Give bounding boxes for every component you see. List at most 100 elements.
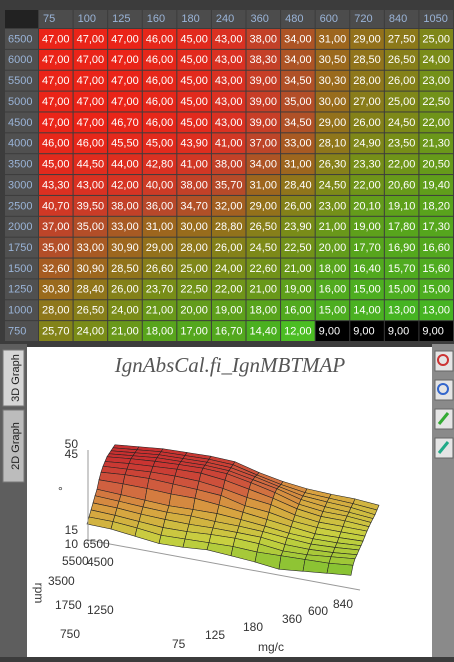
cell [419,49,453,70]
cell [419,300,453,321]
cell [177,154,211,175]
cell [142,216,177,237]
cell [246,70,281,91]
cell-value: 46,00 [146,33,174,45]
cell-value: 17,00 [180,325,208,337]
cell [419,154,453,175]
x-axis-label: mg/c [258,640,284,654]
cell [211,70,246,91]
y-tick-label: 750 [60,627,80,641]
cell-value: 41,00 [180,159,208,171]
cell-value: 25,00 [180,263,208,275]
cell-value: 26,50 [77,305,105,317]
cell-value: 32,60 [42,263,70,275]
cell [350,195,384,216]
cell [108,154,142,175]
x-tick-label: 75 [172,637,186,651]
cell-value: 33,00 [77,242,105,254]
row-header-label: 5500 [8,75,32,87]
cell-value: 47,00 [77,96,105,108]
cell-value: 21,30 [422,138,450,150]
cell [315,321,350,341]
cell-value: 13,00 [422,305,450,317]
cell-value: 36,00 [146,200,174,212]
cell [73,279,108,300]
cell [246,112,281,133]
cell [384,70,419,91]
cell [142,133,177,154]
cell-value: 35,00 [284,96,312,108]
cell [177,49,211,70]
column-header [142,10,177,28]
cell-value: 24,90 [353,138,381,150]
cell-value: 28,10 [319,138,347,150]
tab-3d[interactable] [2,349,25,407]
row-header [5,112,38,133]
cell [419,279,453,300]
cell-value: 15,00 [353,284,381,296]
row-header [5,175,38,195]
cell-value: 27,00 [353,96,381,108]
cell-value: 47,00 [77,117,105,129]
cell [108,175,142,195]
row-header [5,216,38,237]
cell [177,91,211,112]
cell-value: 21,00 [284,263,312,275]
cell [315,216,350,237]
cell-value: 34,70 [180,200,208,212]
cell-value: 39,00 [250,117,278,129]
cell-value: 47,00 [42,96,70,108]
cell-value: 19,10 [388,200,416,212]
cell-value: 12,00 [284,325,312,337]
cell [281,133,315,154]
cell-value: 17,30 [422,221,450,233]
cell-value: 22,00 [353,179,381,191]
x-tick-label: 360 [282,612,302,626]
cell-value: 30,00 [180,221,208,233]
cell-value: 22,60 [250,263,278,275]
cell [281,195,315,216]
cell-value: 45,00 [180,117,208,129]
row-header-label: 1500 [8,263,32,275]
surface [86,444,380,576]
cell-value: 9,00 [388,325,409,337]
cell [246,300,281,321]
corner-cell [5,10,38,28]
cell [142,195,177,216]
y-tick-label: 1750 [55,598,82,612]
row-header-label: 750 [8,325,26,337]
cell-value: 24,50 [250,242,278,254]
cell-value: 23,00 [422,75,450,87]
cell [142,300,177,321]
cell-value: 31,00 [284,159,312,171]
cell-value: 24,00 [77,325,105,337]
cell [384,258,419,279]
cell [350,279,384,300]
cell [419,29,453,49]
cell [315,29,350,49]
cell [177,133,211,154]
z-tick-label: 45 [65,447,79,461]
tab-label: 3D Graph [10,354,22,402]
cell [315,300,350,321]
cell-value: 35,70 [215,179,243,191]
cell [142,49,177,70]
cell [315,279,350,300]
cell [384,321,419,341]
cell [246,154,281,175]
cell-value: 14,40 [250,325,278,337]
cell [177,321,211,341]
cell [246,175,281,195]
cell [142,70,177,91]
cell [39,321,73,341]
cell [177,258,211,279]
row-header [5,321,38,341]
cell [211,216,246,237]
cell-value: 18,00 [250,305,278,317]
tab-2d[interactable] [2,409,25,483]
cell [315,91,350,112]
cell-value: 47,00 [42,54,70,66]
cell [39,175,73,195]
cell [177,175,211,195]
cell-value: 40,70 [42,200,70,212]
